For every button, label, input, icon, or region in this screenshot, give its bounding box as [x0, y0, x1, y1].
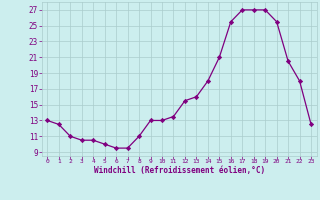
X-axis label: Windchill (Refroidissement éolien,°C): Windchill (Refroidissement éolien,°C)	[94, 166, 265, 175]
